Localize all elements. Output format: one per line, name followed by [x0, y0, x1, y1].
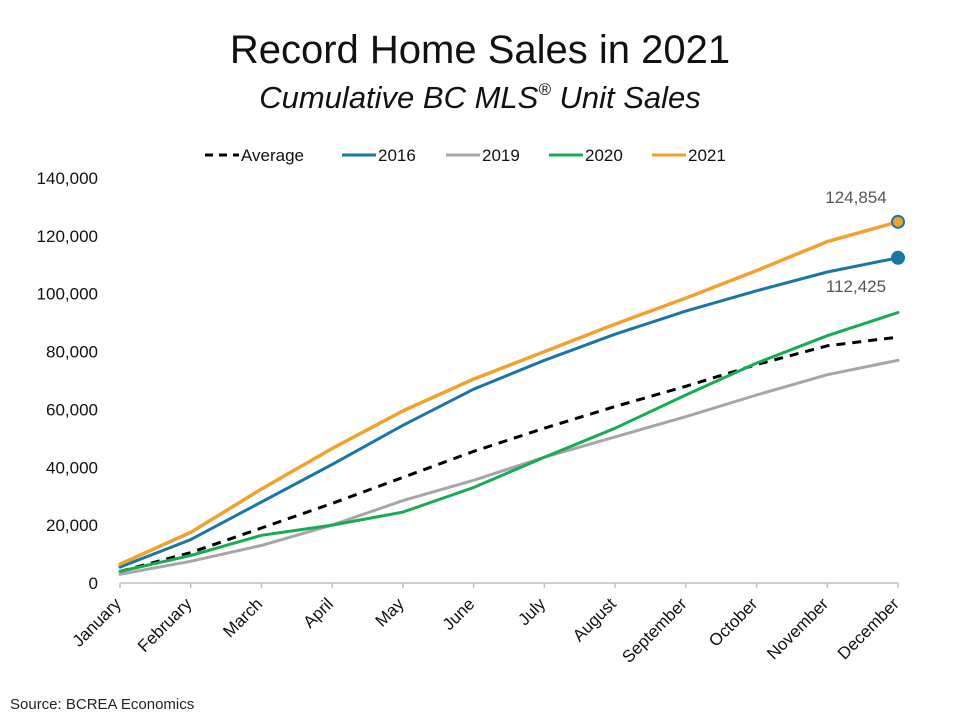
x-tick-label: February — [134, 594, 196, 656]
subtitle-main: Cumulative BC MLS — [259, 80, 539, 115]
data-label-2021: 124,854 — [825, 188, 886, 207]
y-tick-label: 120,000 — [37, 227, 98, 246]
x-tick-label: June — [439, 594, 479, 634]
y-tick-label: 20,000 — [46, 516, 98, 535]
y-tick-label: 140,000 — [37, 169, 98, 188]
legend-label-2019: 2019 — [482, 146, 520, 165]
series-layer — [118, 220, 900, 576]
legend-label-2020: 2020 — [585, 146, 623, 165]
x-tick-label: November — [763, 594, 832, 663]
end-marker-2016 — [891, 250, 905, 265]
x-tick-label: August — [569, 594, 620, 645]
legend-label-2016: 2016 — [378, 146, 416, 165]
y-tick-label: 40,000 — [46, 458, 98, 477]
legend: Average 2016 2019 2020 2021 — [205, 146, 726, 165]
y-tick-label: 80,000 — [46, 343, 98, 362]
series-line-2019 — [118, 358, 900, 576]
series-line-2016 — [118, 256, 900, 569]
y-tick-label: 60,000 — [46, 400, 98, 419]
y-axis: 0 20,000 40,000 60,000 80,000 100,000 120,000 1… — [37, 169, 98, 593]
series-line-2021 — [118, 220, 900, 566]
registered-mark: ® — [538, 80, 551, 99]
subtitle-end: Unit Sales — [550, 80, 701, 115]
x-tick-label: December — [834, 594, 903, 663]
chart-subtitle: Cumulative BC MLS® Unit Sales — [0, 80, 960, 116]
legend-label-2021: 2021 — [688, 146, 726, 165]
x-axis: January February March April May June July Augu… — [69, 582, 903, 667]
x-tick-label: January — [69, 594, 126, 651]
end-marker-2021 — [891, 214, 905, 229]
data-label-2016: 112,425 — [826, 277, 886, 296]
x-tick-label: July — [514, 594, 549, 629]
x-tick-label: April — [300, 594, 337, 631]
x-tick-label: September — [618, 594, 690, 666]
x-tick-label: October — [705, 594, 761, 650]
series-line-average — [119, 335, 899, 573]
series-line-2020 — [118, 311, 900, 573]
annotation-layer: 124,854 112,425 — [825, 188, 905, 296]
chart-title: Record Home Sales in 2021 — [229, 28, 731, 72]
y-tick-label: 100,000 — [37, 285, 98, 304]
legend-label-average: Average — [241, 146, 304, 165]
source-note: Source: BCREA Economics — [10, 696, 195, 713]
x-tick-label: May — [372, 594, 408, 630]
y-tick-label: 0 — [89, 574, 98, 593]
x-tick-label: March — [219, 594, 266, 641]
